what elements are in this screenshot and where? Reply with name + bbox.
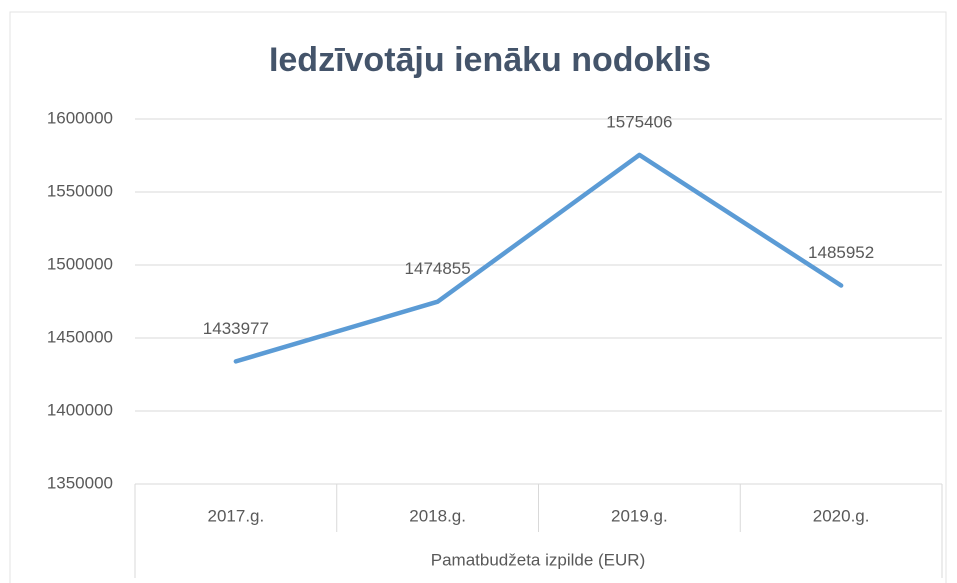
chart-title: Iedzīvotāju ienāku nodoklis xyxy=(269,41,711,79)
y-tick-label: 1500000 xyxy=(47,254,113,273)
y-tick-label: 1550000 xyxy=(47,181,113,200)
chart-frame xyxy=(9,11,947,583)
line-series xyxy=(233,152,844,364)
x-tick-label: 2017.g. xyxy=(208,506,265,525)
x-tick-label: 2018.g. xyxy=(409,506,466,525)
x-tick-label: 2020.g. xyxy=(813,506,870,525)
y-tick-label: 1350000 xyxy=(47,473,113,492)
x-tick-label: 2019.g. xyxy=(611,506,668,525)
data-label: 1485952 xyxy=(808,243,874,262)
data-label: 1575406 xyxy=(606,112,672,131)
data-label: 1474855 xyxy=(405,259,471,278)
data-label: 1433977 xyxy=(203,319,269,338)
x-group-label: Pamatbudžeta izpilde (EUR) xyxy=(431,550,645,569)
y-tick-label: 1450000 xyxy=(47,327,113,346)
y-tick-label: 1400000 xyxy=(47,400,113,419)
y-tick-label: 1600000 xyxy=(47,108,113,127)
